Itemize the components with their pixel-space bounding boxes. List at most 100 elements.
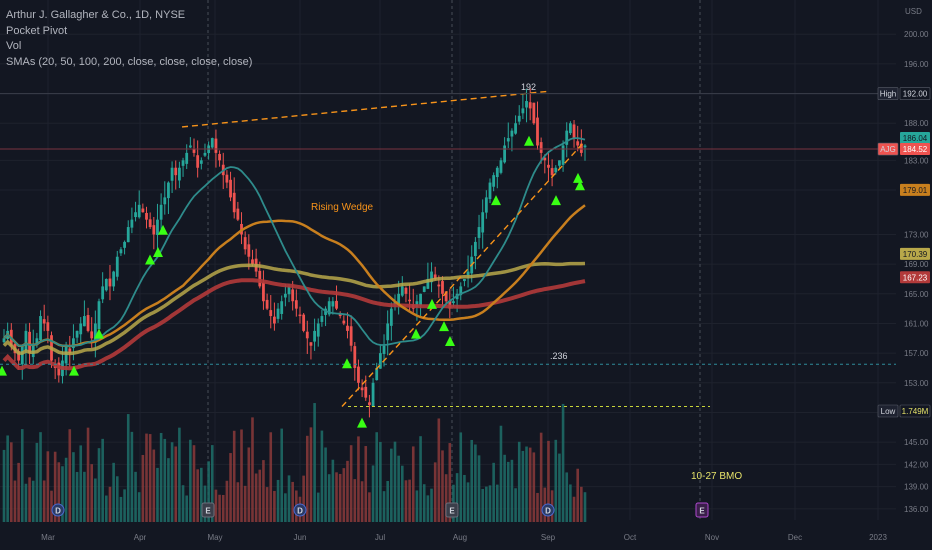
- pocket-pivot-marker: [69, 365, 79, 376]
- candle-body: [141, 208, 145, 213]
- candle-body: [568, 123, 572, 134]
- candle-body: [441, 281, 444, 294]
- x-tick-label: Dec: [788, 533, 802, 542]
- volume-bar: [426, 495, 430, 522]
- candle-body: [422, 286, 426, 292]
- x-tick-label: Apr: [134, 533, 147, 542]
- candle-body: [115, 256, 119, 277]
- candle-body: [382, 345, 386, 354]
- candle-body: [543, 157, 547, 161]
- candle-body: [583, 145, 587, 148]
- price-tag-label: AJG: [880, 145, 896, 154]
- volume-bar: [232, 430, 236, 522]
- volume-bar: [79, 445, 83, 522]
- candle-body: [119, 249, 123, 254]
- volume-bar: [24, 483, 28, 522]
- volume-bar: [503, 454, 506, 522]
- volume-bar: [459, 432, 463, 522]
- price-tag-bg: [900, 143, 930, 156]
- volume-bar: [521, 450, 525, 522]
- volume-bar: [101, 438, 104, 522]
- volume-bar: [50, 490, 53, 522]
- earnings-annotation: 10-27 BMO: [691, 471, 742, 482]
- candle-body: [550, 168, 554, 176]
- volume-bar: [324, 447, 327, 522]
- candle-body: [236, 208, 240, 220]
- pocket-pivot-marker: [427, 298, 437, 309]
- candle-body: [170, 167, 174, 181]
- candle-body: [561, 145, 565, 165]
- volume-bar: [386, 480, 389, 522]
- volume-bar: [20, 429, 24, 522]
- pocket-pivot-marker: [145, 254, 155, 265]
- x-tick-label: Sep: [541, 533, 556, 542]
- volume-bar: [75, 471, 79, 522]
- candle-body: [331, 301, 335, 307]
- candle-body: [79, 323, 83, 335]
- volume-bar: [254, 473, 258, 522]
- candle-body: [225, 174, 229, 183]
- candle-body: [185, 152, 189, 164]
- price-tag-bg: [900, 183, 930, 196]
- candle-body: [305, 331, 309, 339]
- volume-bar: [39, 432, 42, 522]
- earnings-event-icon: [445, 502, 459, 518]
- price-tag-bg: [899, 404, 931, 418]
- candle-body: [90, 331, 94, 339]
- price-tag-value: 1.749M: [902, 407, 929, 416]
- volume-bar: [558, 453, 561, 522]
- candle-body: [46, 322, 50, 331]
- candle-body: [181, 160, 185, 166]
- volume-bar: [349, 445, 353, 522]
- candle-body: [192, 149, 196, 153]
- volume-bar: [119, 496, 123, 522]
- candle-body: [525, 100, 528, 108]
- candle-body: [214, 138, 218, 153]
- volume-bar: [488, 485, 492, 522]
- candle-body: [199, 160, 203, 164]
- volume-bar: [360, 481, 364, 522]
- price-tag-value: 192.00: [903, 90, 928, 99]
- volume-bar: [148, 434, 152, 522]
- volume-bar: [170, 442, 174, 522]
- y-tick-label: 169.00: [904, 260, 929, 269]
- candle-body: [389, 308, 393, 326]
- candle-body: [558, 160, 561, 166]
- volume-bar: [200, 467, 203, 522]
- candle-body: [203, 152, 207, 156]
- candle-body: [579, 143, 583, 153]
- volume-bar: [393, 441, 397, 522]
- volume-bar: [404, 480, 408, 522]
- volume-bar: [287, 475, 291, 522]
- volume-bar: [105, 495, 108, 522]
- volume-bar: [514, 488, 517, 522]
- price-tag-value: 186.04: [903, 134, 928, 143]
- price-tag-value: 170.39: [903, 250, 928, 259]
- candle-body: [148, 219, 152, 228]
- candle-body: [247, 244, 251, 257]
- volume-bar: [57, 462, 61, 522]
- price-tag-bg: [900, 132, 930, 144]
- candle-body: [123, 241, 126, 248]
- volume-bar: [444, 474, 448, 522]
- volume-bar: [108, 486, 112, 522]
- candle-body: [576, 141, 580, 146]
- volume-bar: [547, 440, 550, 522]
- y-tick-label: 173.00: [904, 230, 929, 239]
- volume-bar: [327, 474, 331, 522]
- volume-bar: [455, 473, 459, 522]
- candle-body: [452, 301, 455, 304]
- volume-bar: [411, 446, 415, 522]
- candle-body: [444, 291, 448, 302]
- candle-body: [280, 301, 284, 314]
- price-tag-value: 179.01: [903, 186, 928, 195]
- dividend-event-icon: [51, 503, 65, 517]
- x-tick-label: Aug: [453, 533, 467, 542]
- candle-body: [283, 293, 287, 298]
- candle-body: [430, 271, 433, 283]
- volume-bar: [280, 428, 284, 522]
- volume-bar: [64, 457, 68, 522]
- wedge-lower-line: [341, 140, 586, 408]
- volume-bar: [338, 473, 342, 522]
